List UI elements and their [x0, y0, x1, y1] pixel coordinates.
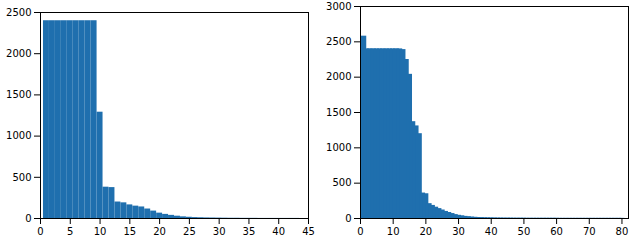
svg-text:0: 0: [25, 213, 31, 224]
svg-text:80: 80: [616, 226, 629, 237]
svg-text:45: 45: [302, 226, 315, 237]
svg-text:2500: 2500: [326, 36, 351, 47]
svg-text:40: 40: [272, 226, 285, 237]
svg-text:1500: 1500: [6, 89, 31, 100]
svg-text:60: 60: [550, 226, 563, 237]
svg-text:0: 0: [357, 226, 363, 237]
svg-text:3000: 3000: [326, 1, 351, 12]
svg-text:30: 30: [452, 226, 465, 237]
svg-text:70: 70: [583, 226, 596, 237]
svg-text:10: 10: [94, 226, 107, 237]
svg-text:2500: 2500: [6, 7, 31, 18]
svg-text:0: 0: [37, 226, 43, 237]
svg-text:50: 50: [518, 226, 531, 237]
svg-text:500: 500: [332, 177, 351, 188]
svg-text:20: 20: [153, 226, 166, 237]
svg-text:2000: 2000: [326, 71, 351, 82]
svg-text:35: 35: [243, 226, 256, 237]
svg-text:15: 15: [123, 226, 136, 237]
svg-text:500: 500: [12, 172, 31, 183]
svg-text:10: 10: [387, 226, 400, 237]
svg-text:1500: 1500: [326, 107, 351, 118]
svg-text:40: 40: [485, 226, 498, 237]
svg-text:30: 30: [213, 226, 226, 237]
svg-text:1000: 1000: [6, 130, 31, 141]
svg-text:25: 25: [183, 226, 196, 237]
svg-text:2000: 2000: [6, 48, 31, 59]
svg-text:20: 20: [419, 226, 432, 237]
svg-text:0: 0: [345, 213, 351, 224]
svg-text:1000: 1000: [326, 142, 351, 153]
svg-text:5: 5: [67, 226, 73, 237]
